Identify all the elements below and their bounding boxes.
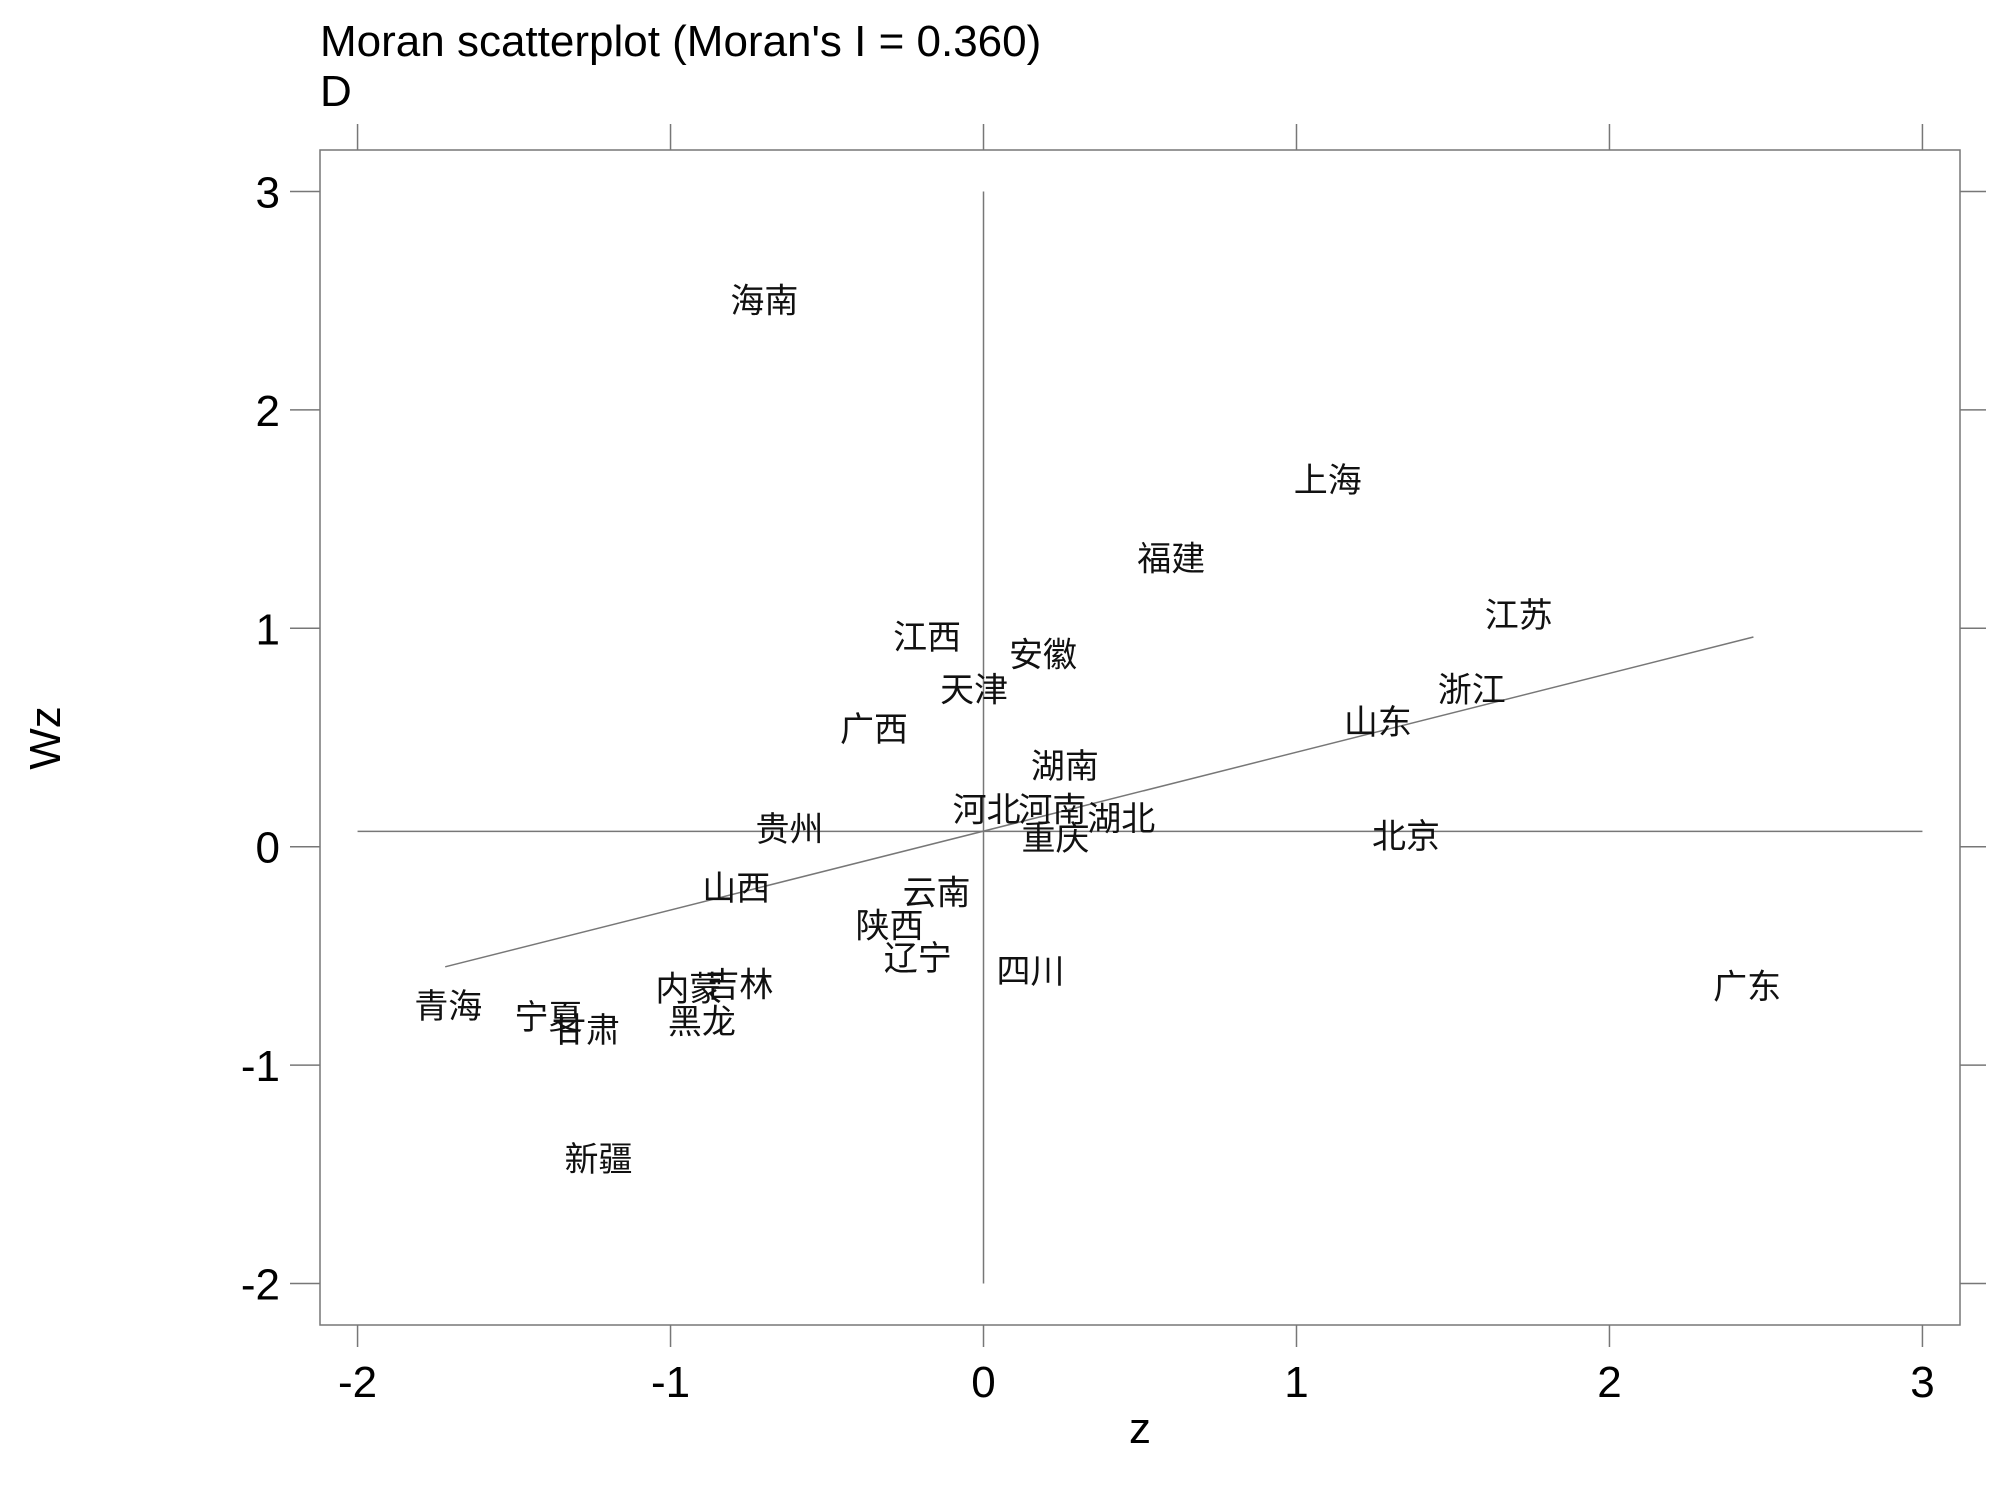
chart-title: Moran scatterplot (Moran's I = 0.360) [320, 17, 1041, 66]
y-tick-label: 0 [256, 824, 280, 873]
point-label: 陕西 [856, 906, 924, 946]
point-label: 广西 [840, 710, 908, 750]
y-axis-ticks: -2 -1 0 1 2 3 [241, 168, 1986, 1310]
regression-line [445, 636, 1754, 968]
point-label: 河北 [953, 791, 1021, 831]
chart-subtitle: D [320, 67, 352, 116]
x-tick-label: 1 [1284, 1358, 1308, 1407]
point-label: 天津 [940, 670, 1008, 710]
point-label: 山东 [1344, 703, 1412, 743]
y-axis-label: Wz [21, 706, 70, 770]
point-label: 内蒙 [655, 970, 723, 1010]
point-label: 福建 [1137, 539, 1205, 579]
point-label: 吉林 [705, 965, 773, 1005]
point-label: 浙江 [1438, 670, 1506, 710]
point-label: 重庆 [1021, 819, 1089, 859]
x-tick-label: 0 [971, 1358, 995, 1407]
x-tick-label: 3 [1910, 1358, 1934, 1407]
point-label: 江苏 [1485, 596, 1553, 636]
y-tick-label: -1 [241, 1042, 280, 1091]
plot-frame [319, 149, 1961, 1326]
point-label: 辽宁 [884, 939, 952, 979]
point-label: 贵州 [755, 810, 823, 850]
point-label: 四川 [996, 952, 1064, 992]
point-label: 甘肃 [552, 1011, 620, 1051]
point-label: 青海 [414, 987, 482, 1027]
x-tick-label: 2 [1597, 1358, 1621, 1407]
point-label: 河南 [1018, 791, 1086, 831]
point-label: 新疆 [565, 1140, 633, 1180]
y-tick-label: 2 [256, 387, 280, 436]
y-tick-label: 3 [256, 168, 280, 217]
point-label: 海南 [730, 282, 798, 322]
point-label: 宁夏 [514, 998, 582, 1038]
point-label: 北京 [1372, 817, 1440, 857]
x-tick-label: -2 [338, 1358, 377, 1407]
y-tick-label: -2 [241, 1261, 280, 1310]
reference-lines [357, 191, 1923, 1284]
point-label: 江西 [893, 618, 961, 658]
point-label: 安徽 [1009, 636, 1077, 676]
point-label: 云南 [903, 874, 971, 914]
x-axis-ticks: -2 -1 0 1 2 3 [338, 124, 1935, 1407]
y-tick-label: 1 [256, 605, 280, 654]
point-label: 山西 [702, 869, 770, 909]
point-label: 广东 [1713, 967, 1781, 1007]
point-label: 上海 [1294, 461, 1362, 501]
point-label: 湖北 [1087, 799, 1155, 839]
x-axis-label: z [1129, 1404, 1151, 1453]
point-label: 湖南 [1031, 747, 1099, 787]
point-label: 黑龙 [668, 1002, 736, 1042]
x-tick-label: -1 [651, 1358, 690, 1407]
